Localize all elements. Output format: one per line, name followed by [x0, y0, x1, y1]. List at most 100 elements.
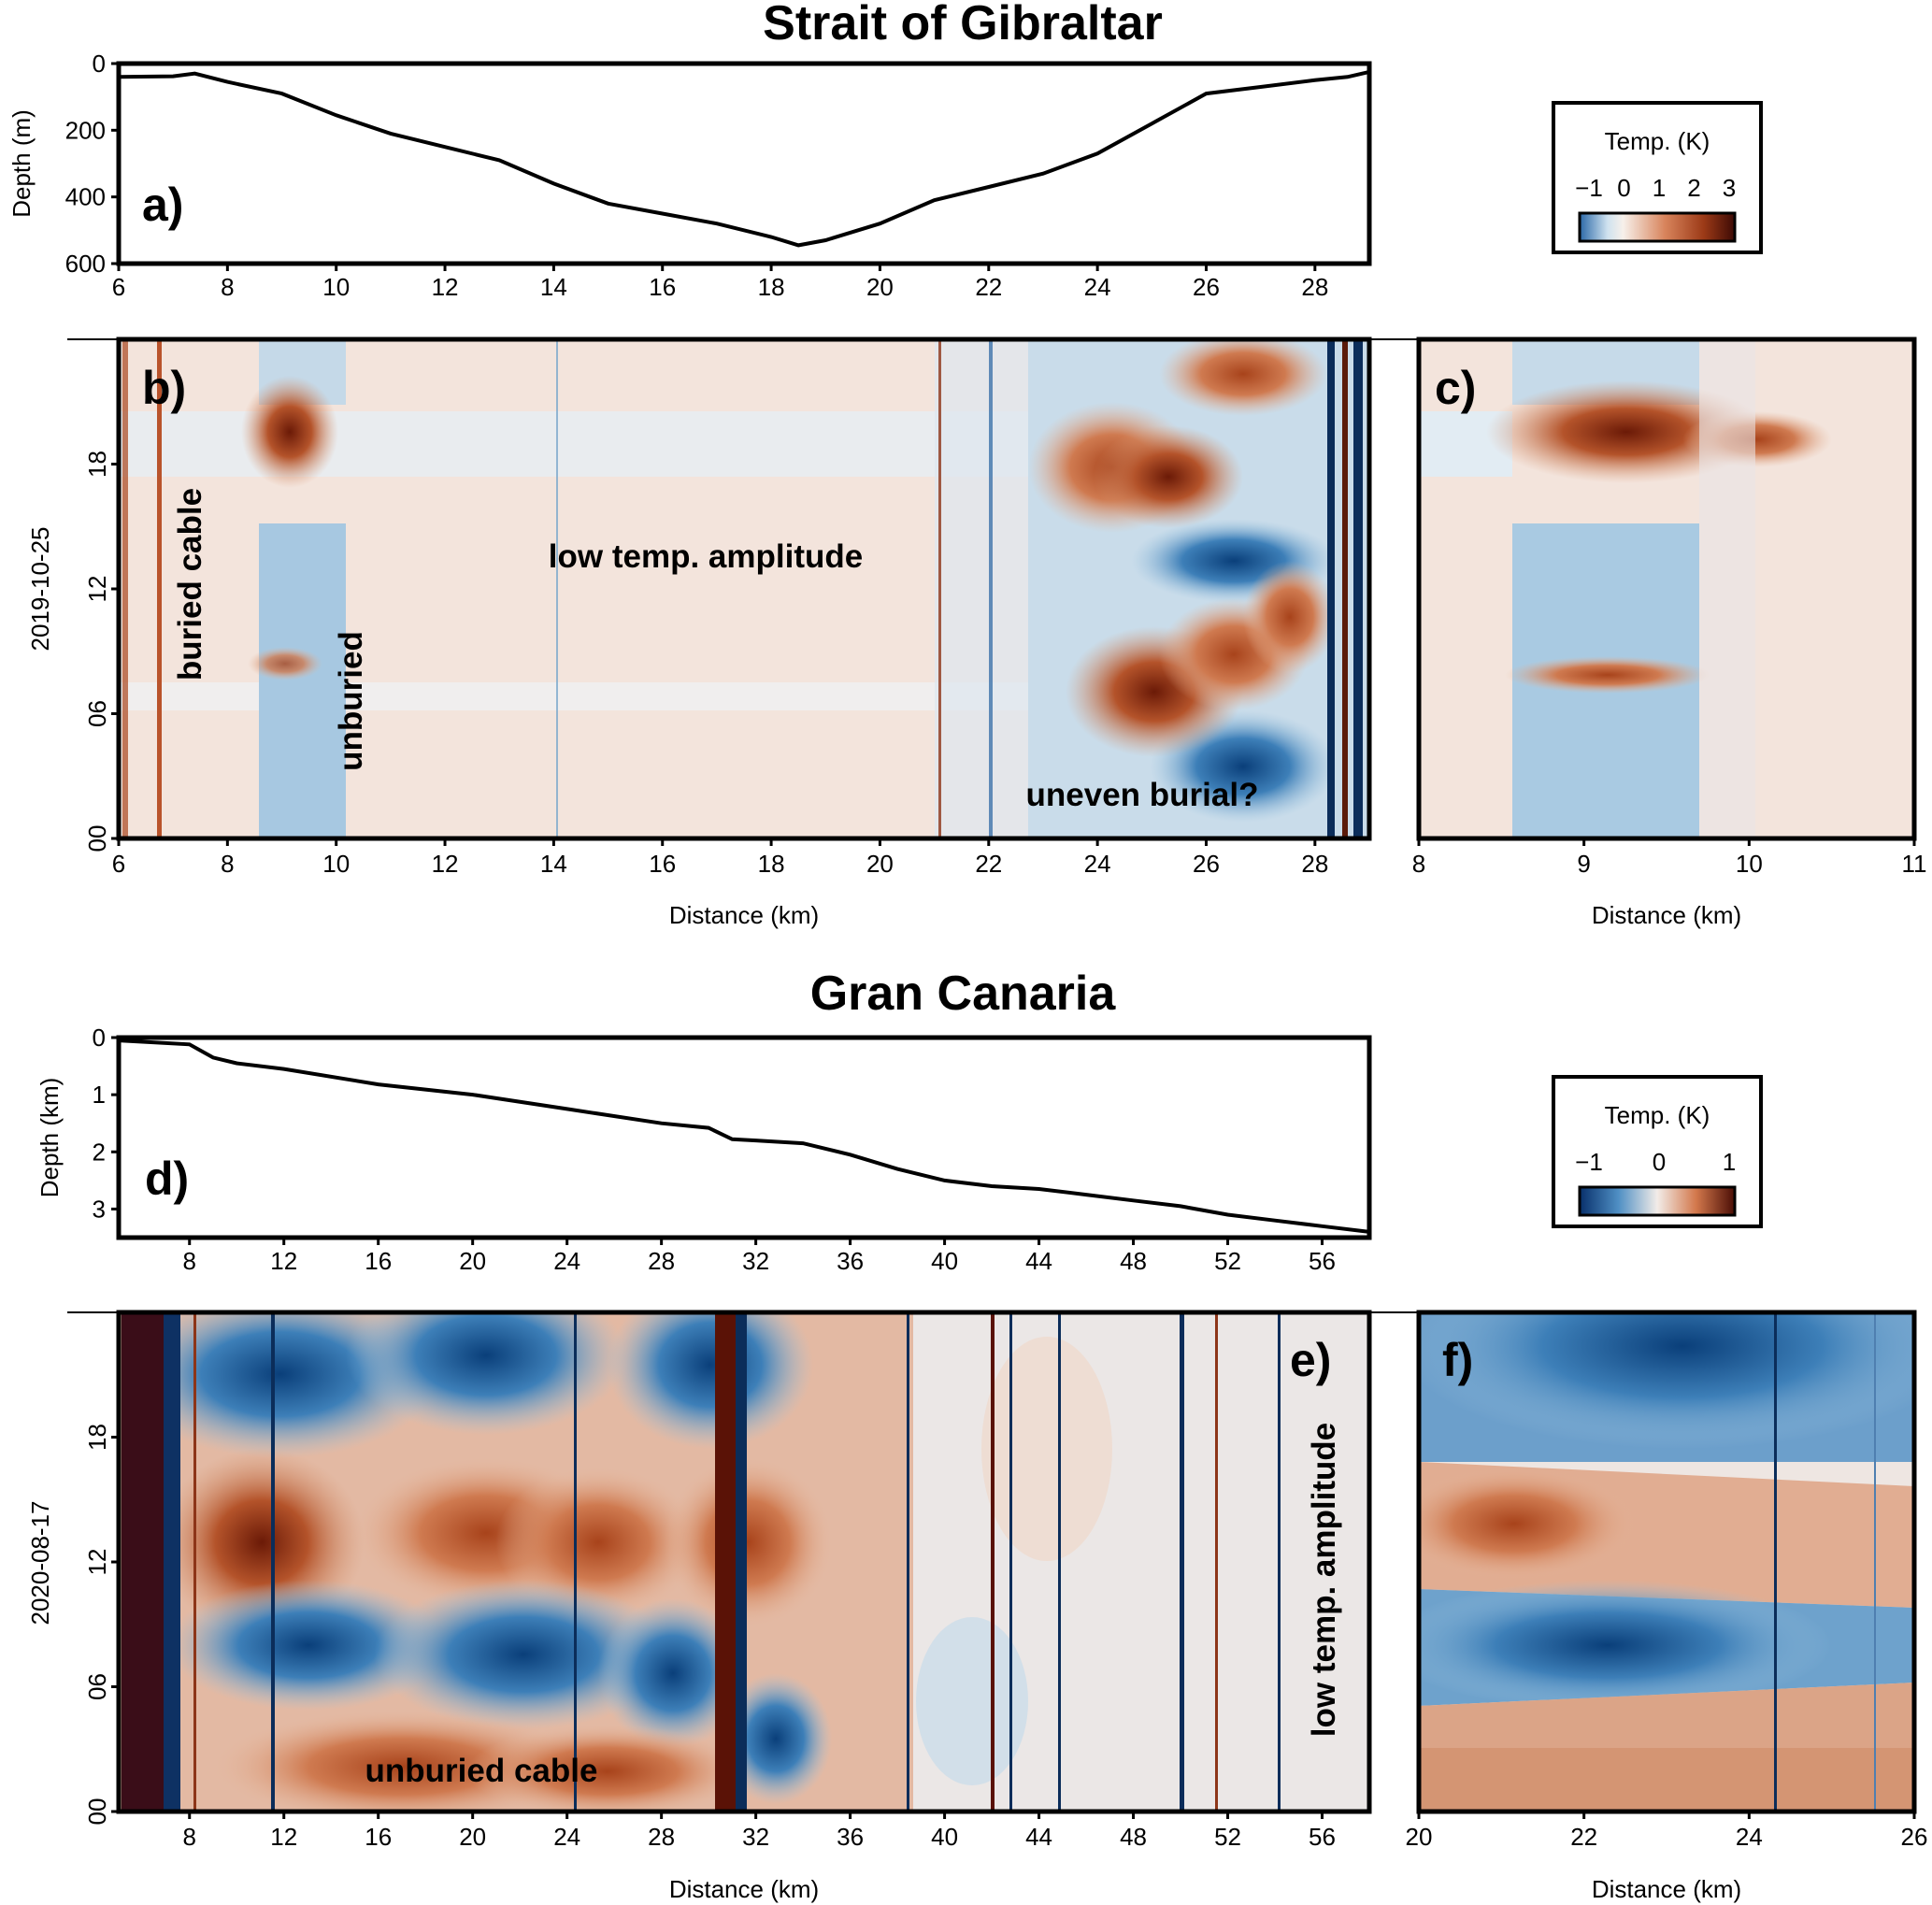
colorbar-2 [1578, 1185, 1737, 1217]
x-tick-label-c: 11 [1902, 850, 1927, 878]
x-tick-label-e: 40 [931, 1823, 958, 1851]
y-tick-label-d: 0 [93, 1024, 106, 1052]
panel-label-b: b) [142, 362, 186, 414]
x-tick-label-b: 8 [221, 850, 234, 878]
y-tick-label-e: 18 [83, 1424, 111, 1451]
x-axis-label-b: Distance (km) [669, 901, 819, 929]
panel-b-heatmap: 6 8 10 12 14 16 18 20 22 24 26 28 00 06 12 18 b) Dista… [26, 337, 1419, 929]
x-tick-label-b: 16 [649, 850, 676, 878]
y-tick-label-a: 400 [65, 183, 106, 211]
x-tick-label-e: 36 [837, 1823, 864, 1851]
x-tick-label-b: 26 [1193, 850, 1220, 878]
x-tick-label-b: 24 [1084, 850, 1111, 878]
x-tick-label-d: 16 [365, 1247, 392, 1275]
y-tick-label-b: 06 [83, 700, 111, 727]
x-tick-label-b: 18 [758, 850, 785, 878]
x-tick-label-d: 20 [459, 1247, 486, 1275]
legend1-tick-label: 3 [1723, 174, 1736, 202]
x-tick-label-b: 20 [866, 850, 894, 878]
x-tick-label-d: 28 [648, 1247, 675, 1275]
panel-c-heatmap: 8 9 10 11 c) Distance (km) [1412, 337, 1927, 929]
annotation-buried-cable: buried cable [172, 488, 208, 680]
legend2-tick-label: 1 [1723, 1148, 1736, 1176]
x-tick-label-a: 8 [221, 273, 234, 301]
y-tick-label-b: 18 [83, 451, 111, 478]
y-tick-label-e: 12 [83, 1549, 111, 1576]
x-tick-label-d: 40 [931, 1247, 958, 1275]
x-ticks-b: 6 8 10 12 14 16 18 20 22 24 26 28 [112, 838, 1328, 878]
x-tick-label-b: 12 [432, 850, 459, 878]
y-axis-label-b: 2019-10-25 [26, 527, 54, 652]
legend2-ticks: −1 0 1 [1575, 1148, 1736, 1176]
panel-e-heatmap: 8 12 16 20 24 28 32 36 40 44 48 52 56 00 06 12 18 e) Di… [26, 1310, 1419, 1903]
legend2-tick-label: 0 [1653, 1148, 1666, 1176]
y-axis-label-e: 2020-08-17 [26, 1501, 54, 1626]
x-tick-label-e: 52 [1214, 1823, 1241, 1851]
x-tick-label-a: 26 [1193, 273, 1220, 301]
x-tick-label-d: 52 [1214, 1247, 1241, 1275]
x-tick-label-a: 22 [975, 273, 1002, 301]
panel-label-a: a) [142, 179, 183, 231]
x-tick-label-a: 6 [112, 273, 125, 301]
bathymetry-line-d [118, 1038, 1370, 1234]
x-tick-label-a: 14 [540, 273, 567, 301]
x-tick-label-e: 48 [1120, 1823, 1147, 1851]
x-tick-label-d: 48 [1120, 1247, 1147, 1275]
y-ticks-d: 0 1 2 3 [93, 1024, 119, 1223]
y-axis-label-d: Depth (km) [36, 1078, 64, 1198]
colorbar-legend-canaria: Temp. (K) −1 0 1 [1552, 1075, 1763, 1228]
x-tick-label-e: 28 [648, 1823, 675, 1851]
canaria-title: Gran Canaria [810, 967, 1117, 1021]
x-tick-label-b: 28 [1301, 850, 1328, 878]
x-ticks-e: 8 12 16 20 24 28 32 36 40 44 48 52 56 [183, 1812, 1336, 1851]
y-tick-label-d: 3 [93, 1195, 106, 1223]
x-tick-label-b: 6 [112, 850, 125, 878]
x-tick-label-f: 22 [1570, 1823, 1597, 1851]
x-ticks-d: 8 12 16 20 24 28 32 36 40 44 48 52 56 [183, 1238, 1336, 1275]
y-ticks-b: 00 06 12 18 [83, 451, 119, 852]
x-tick-label-d: 8 [183, 1247, 196, 1275]
x-tick-label-e: 12 [270, 1823, 297, 1851]
y-tick-label-d: 1 [93, 1081, 106, 1109]
x-tick-label-a: 18 [758, 273, 785, 301]
x-tick-label-e: 16 [365, 1823, 392, 1851]
colorbar-1 [1578, 211, 1737, 243]
x-tick-label-d: 44 [1025, 1247, 1052, 1275]
annotation-unburied: unburied [333, 631, 369, 771]
x-tick-label-f: 26 [1901, 1823, 1928, 1851]
x-tick-label-f: 20 [1406, 1823, 1433, 1851]
panel-a-bathymetry: 6 8 10 12 14 16 18 20 22 24 26 28 0 200 400 600 a) Dep… [7, 50, 1372, 301]
x-tick-label-c: 8 [1412, 850, 1425, 878]
y-axis-label-a: Depth (m) [7, 109, 36, 218]
y-tick-label-d: 2 [93, 1138, 106, 1166]
x-tick-label-c: 9 [1577, 850, 1590, 878]
legend1-tick-label: −1 [1575, 174, 1603, 202]
x-tick-label-e: 32 [742, 1823, 769, 1851]
y-tick-label-b: 00 [83, 825, 111, 852]
y-tick-label-a: 0 [93, 50, 106, 78]
x-tick-label-c: 10 [1736, 850, 1763, 878]
panel-label-e: e) [1290, 1334, 1331, 1386]
x-tick-label-d: 36 [837, 1247, 864, 1275]
y-tick-label-b: 12 [83, 576, 111, 603]
legend1-ticks: −1 0 1 2 3 [1575, 174, 1736, 202]
legend1-tick-label: 0 [1617, 174, 1630, 202]
x-tick-label-d: 56 [1309, 1247, 1336, 1275]
y-ticks-a: 0 200 400 600 [65, 50, 119, 278]
gibraltar-title: Strait of Gibraltar [763, 0, 1163, 50]
x-tick-label-e: 56 [1309, 1823, 1336, 1851]
x-tick-label-e: 24 [553, 1823, 580, 1851]
x-ticks-f: 20 22 24 26 [1406, 1812, 1928, 1851]
panel-label-f: f) [1442, 1334, 1473, 1386]
bathymetry-line-a [118, 69, 1370, 248]
x-tick-label-a: 28 [1301, 273, 1328, 301]
x-axis-label-c: Distance (km) [1592, 901, 1741, 929]
annotation-uneven-burial: uneven burial? [1026, 777, 1259, 813]
x-tick-label-b: 10 [322, 850, 350, 878]
x-tick-label-b: 14 [540, 850, 567, 878]
y-tick-label-e: 06 [83, 1673, 111, 1700]
x-tick-label-e: 20 [459, 1823, 486, 1851]
panel-label-d: d) [145, 1153, 189, 1205]
legend1-title: Temp. (K) [1605, 127, 1710, 155]
x-tick-label-a: 16 [649, 273, 676, 301]
